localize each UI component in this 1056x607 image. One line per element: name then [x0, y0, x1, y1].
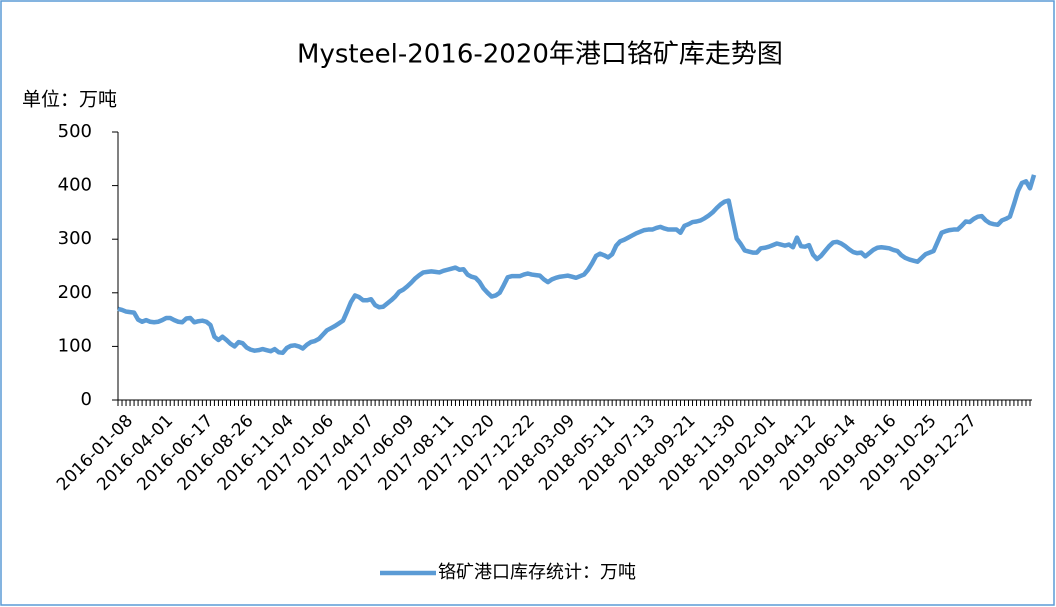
y-tick-label: 300	[58, 228, 92, 249]
chart-title: Mysteel-2016-2020年港口铬矿库走势图	[297, 40, 783, 70]
y-axis-label: 单位：万吨	[22, 89, 117, 111]
data-line	[117, 174, 1037, 356]
y-tick-label: 400	[58, 175, 92, 196]
y-tick-label: 100	[58, 335, 92, 356]
y-tick-label: 200	[58, 282, 92, 303]
y-tick-label: 500	[58, 121, 92, 142]
y-tick-label: 0	[81, 389, 92, 410]
legend-label: 铬矿港口库存统计：万吨	[438, 562, 636, 583]
